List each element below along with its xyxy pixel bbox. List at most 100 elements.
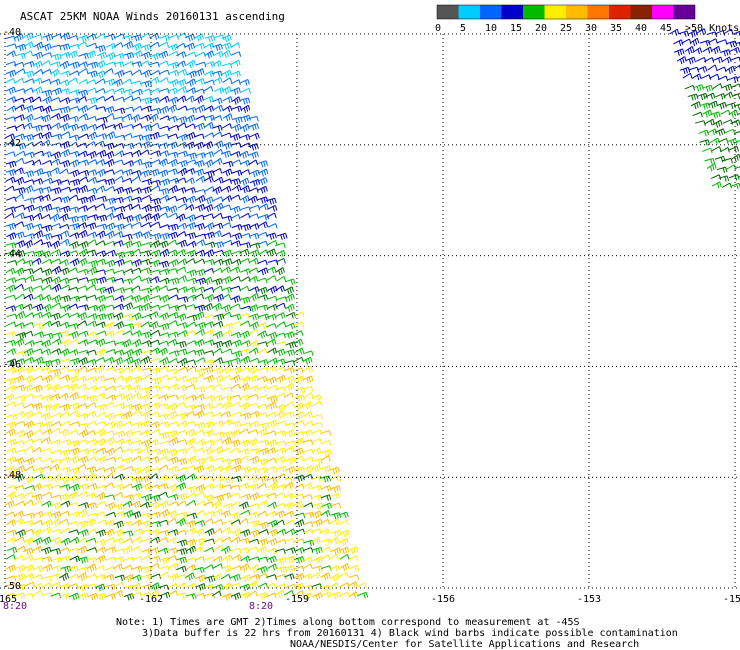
wind-barb: [95, 467, 106, 473]
wind-barb: [148, 321, 159, 330]
wind-barb: [150, 150, 162, 157]
wind-barb: [339, 529, 350, 538]
wind-barb: [698, 129, 709, 137]
wind-barb: [285, 456, 296, 465]
wind-barb: [221, 34, 232, 43]
wind-barb: [86, 87, 97, 94]
wind-barb: [13, 375, 25, 383]
wind-barb: [130, 267, 142, 274]
wind-barb: [6, 536, 16, 544]
wind-barb: [194, 403, 206, 411]
wind-barb: [213, 241, 224, 249]
wind-barb: [267, 357, 278, 365]
wind-barb: [267, 547, 278, 555]
wind-barb: [51, 122, 62, 130]
wind-barb: [230, 592, 242, 600]
wind-barb: [330, 529, 342, 538]
wind-barbs-east-swath: [669, 28, 740, 190]
wind-barb: [194, 457, 206, 466]
wind-barb: [131, 175, 141, 182]
wind-barb: [194, 520, 206, 527]
latitude-label: -42: [3, 138, 21, 149]
wind-barb: [294, 437, 305, 446]
wind-barb: [329, 492, 341, 500]
wind-barb: [149, 168, 160, 177]
legend-swatch: [480, 5, 502, 19]
wind-barb: [265, 447, 276, 455]
wind-barb: [131, 187, 142, 194]
wind-barb: [59, 196, 71, 204]
wind-barb: [284, 573, 295, 580]
wind-barb: [15, 529, 26, 538]
wind-barb: [86, 367, 97, 374]
wind-barb: [185, 329, 196, 336]
wind-barb: [32, 178, 44, 185]
wind-barb: [222, 77, 233, 83]
wind-barb: [240, 268, 251, 275]
wind-barb: [150, 107, 162, 115]
wind-barb: [113, 230, 124, 238]
legend-swatch: [673, 5, 695, 19]
wind-barb: [150, 358, 161, 364]
wind-barb: [123, 349, 134, 358]
wind-barb: [185, 420, 196, 427]
wind-barb: [86, 466, 97, 474]
wind-barb: [186, 87, 197, 95]
wind-barb: [96, 195, 108, 203]
wind-barb: [114, 430, 126, 438]
wind-barb: [60, 500, 71, 508]
wind-barb: [265, 582, 276, 589]
wind-barb: [96, 447, 107, 455]
wind-barb: [203, 213, 214, 219]
wind-barb: [220, 545, 231, 555]
wind-barb: [257, 196, 269, 204]
wind-barb: [221, 565, 232, 573]
wind-barb: [239, 159, 251, 167]
wind-barb: [185, 232, 197, 240]
wind-barb: [159, 557, 171, 565]
wind-barb: [230, 87, 241, 95]
wind-barb: [5, 294, 17, 301]
wind-barb: [59, 403, 71, 412]
wind-barb: [113, 186, 124, 195]
wind-barb: [122, 545, 133, 554]
wind-barb: [158, 547, 169, 555]
wind-barb: [175, 401, 186, 408]
wind-barb: [113, 169, 124, 175]
wind-barb: [104, 113, 115, 119]
wind-barb: [86, 573, 98, 580]
wind-barb: [283, 392, 294, 398]
wind-barb: [123, 160, 134, 167]
wind-barb: [283, 331, 295, 339]
wind-barb: [176, 116, 188, 124]
wind-barb: [231, 105, 243, 113]
wind-barb: [60, 186, 72, 193]
wind-speed-legend: 0 5 10 15 20 25 30 35 40 45 >50 Knots: [435, 4, 739, 34]
wind-barb: [276, 232, 288, 240]
wind-barb: [87, 482, 98, 490]
wind-barb: [86, 358, 97, 366]
wind-barb: [60, 131, 71, 137]
wind-barb: [69, 536, 80, 544]
wind-barb: [177, 420, 188, 428]
wind-barb: [86, 115, 98, 122]
wind-barb: [141, 446, 152, 454]
wind-barb: [676, 56, 687, 65]
wind-barb: [293, 330, 304, 336]
wind-barb: [59, 428, 70, 437]
wind-barb: [176, 375, 188, 383]
wind-barb: [158, 464, 169, 471]
wind-barb: [168, 421, 179, 428]
wind-barb: [275, 358, 286, 365]
wind-barb: [78, 268, 89, 276]
wind-barb: [211, 167, 223, 174]
wind-barb: [132, 50, 143, 59]
wind-barb: [123, 584, 135, 591]
wind-barb: [168, 456, 179, 465]
wind-barb: [212, 76, 223, 84]
wind-barb: [177, 286, 188, 293]
wind-barb: [105, 502, 116, 510]
wind-barb: [32, 582, 43, 590]
wind-barb: [204, 395, 216, 402]
wind-barb: [230, 512, 241, 520]
